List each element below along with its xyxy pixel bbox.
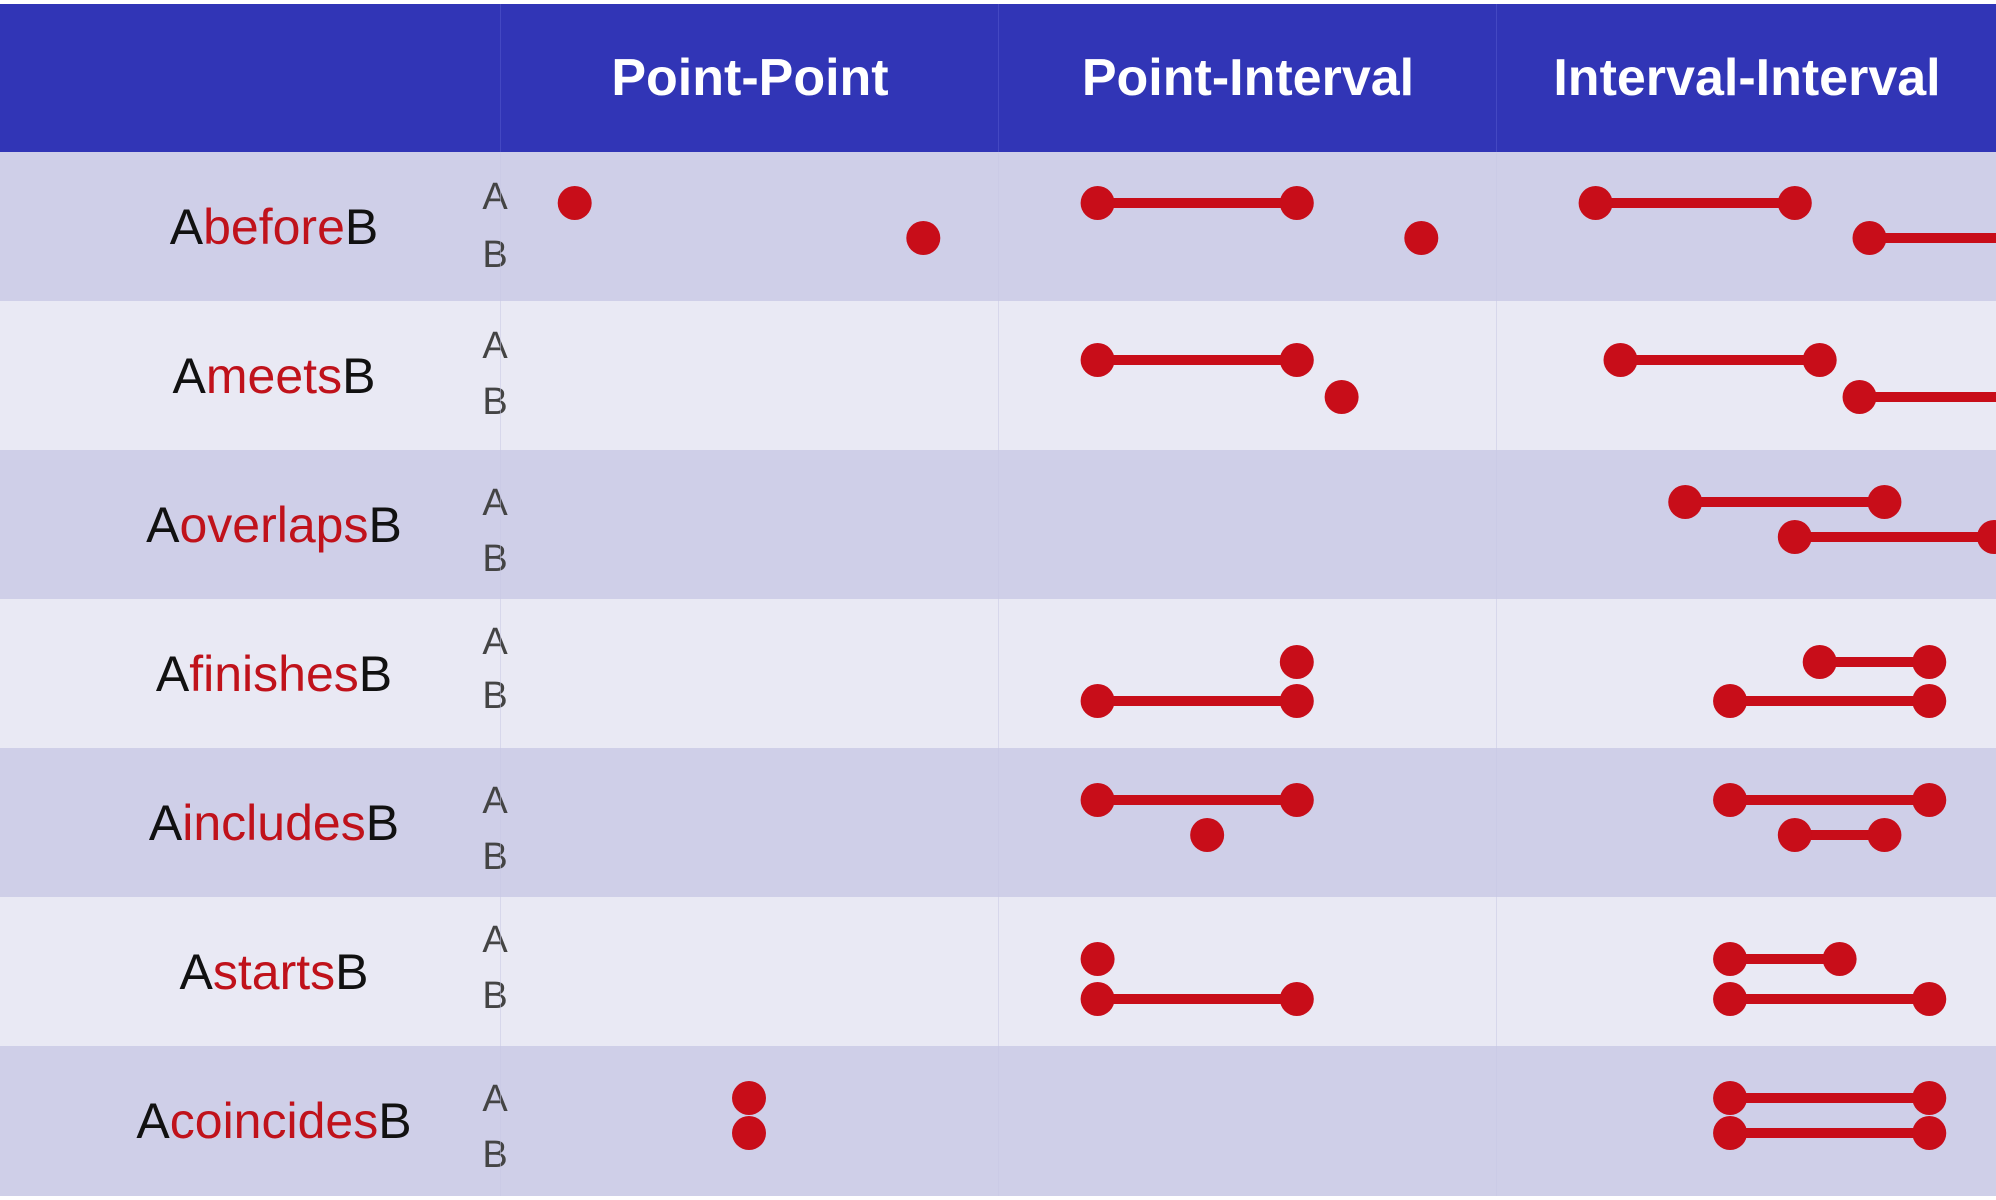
relation-a: A bbox=[169, 198, 204, 255]
header-point-point: Point-Point bbox=[500, 4, 999, 152]
interval-start-a-finishes-interval-interval bbox=[1802, 645, 1837, 679]
relation-b: B bbox=[368, 496, 402, 553]
interval-start-b-coincides-interval-interval bbox=[1713, 1116, 1748, 1150]
point-b-meets-point-interval bbox=[1324, 380, 1359, 414]
relation-label: A starts B bbox=[0, 897, 548, 1046]
point-a-coincides-point-point bbox=[732, 1081, 766, 1115]
interval-end-b-overlaps-interval-interval bbox=[1977, 520, 1996, 554]
interval-start-a-meets-interval-interval bbox=[1603, 343, 1638, 377]
interval-start-a-includes-point-interval bbox=[1080, 783, 1115, 817]
row-label-a: A bbox=[482, 176, 508, 218]
header-interval-interval: Interval-Interval bbox=[1496, 4, 1996, 152]
interval-end-b-finishes-point-interval bbox=[1279, 684, 1314, 718]
relation-a: A bbox=[172, 347, 206, 404]
row-label-b: B bbox=[482, 1134, 508, 1176]
point-b-includes-point-interval bbox=[1190, 818, 1225, 852]
row-label-a: A bbox=[482, 325, 508, 367]
interval-start-a-includes-interval-interval bbox=[1713, 783, 1748, 817]
interval-end-a-before-point-interval bbox=[1279, 186, 1314, 220]
table-header: Point-Point Point-Interval Interval-Inte… bbox=[0, 4, 1996, 152]
interval-start-b-finishes-interval-interval bbox=[1713, 684, 1748, 718]
interval-start-b-before-interval-interval bbox=[1852, 221, 1887, 255]
point-b-before-point-point bbox=[906, 221, 941, 255]
point-b-before-point-interval bbox=[1404, 221, 1439, 255]
relation-a: A bbox=[179, 943, 213, 1000]
relation-label: A coincides B bbox=[0, 1046, 548, 1195]
point-b-coincides-point-point bbox=[732, 1116, 766, 1150]
interval-start-a-meets-point-interval bbox=[1080, 343, 1115, 377]
interval-start-b-starts-point-interval bbox=[1080, 982, 1115, 1016]
relation-a: A bbox=[148, 794, 183, 851]
interval-end-a-finishes-interval-interval bbox=[1912, 645, 1947, 679]
interval-end-a-meets-interval-interval bbox=[1802, 343, 1837, 377]
relation-b: B bbox=[378, 1092, 412, 1149]
interval-start-a-before-point-interval bbox=[1080, 186, 1115, 220]
relation-a: A bbox=[136, 1092, 170, 1149]
row-label-b: B bbox=[482, 975, 508, 1017]
relation-a: A bbox=[155, 645, 190, 702]
interval-end-b-coincides-interval-interval bbox=[1912, 1116, 1947, 1150]
row-label-a: A bbox=[482, 1078, 508, 1120]
interval-end-a-includes-interval-interval bbox=[1912, 783, 1947, 817]
interval-start-b-finishes-point-interval bbox=[1080, 684, 1115, 718]
interval-end-a-starts-interval-interval bbox=[1822, 942, 1857, 976]
interval-end-a-meets-point-interval bbox=[1279, 343, 1314, 377]
row-label-b: B bbox=[482, 836, 508, 878]
relation-b: B bbox=[358, 645, 393, 702]
relation-label: A finishes B bbox=[0, 599, 548, 748]
relation-b: B bbox=[335, 943, 369, 1000]
point-a-finishes-point-interval bbox=[1279, 645, 1314, 679]
column-divider bbox=[998, 152, 999, 1196]
row-label-a: A bbox=[482, 919, 508, 961]
relation-label: A includes B bbox=[0, 748, 548, 897]
interval-end-b-finishes-interval-interval bbox=[1912, 684, 1947, 718]
relation-verb: starts bbox=[212, 943, 336, 1000]
interval-end-a-coincides-interval-interval bbox=[1912, 1081, 1947, 1115]
point-a-before-point-point bbox=[557, 186, 592, 220]
column-divider bbox=[500, 152, 501, 1196]
relation-b: B bbox=[365, 794, 400, 851]
interval-end-a-includes-point-interval bbox=[1279, 783, 1314, 817]
row-label-b: B bbox=[482, 381, 508, 423]
relation-label: A meets B bbox=[0, 301, 548, 450]
row-label-a: A bbox=[482, 621, 508, 663]
interval-start-b-includes-interval-interval bbox=[1777, 818, 1812, 852]
interval-end-a-before-interval-interval bbox=[1777, 186, 1812, 220]
relation-verb: before bbox=[203, 198, 345, 255]
interval-start-b-starts-interval-interval bbox=[1713, 982, 1748, 1016]
interval-end-a-overlaps-interval-interval bbox=[1867, 485, 1902, 519]
relation-label: A overlaps B bbox=[0, 450, 548, 599]
row-label-b: B bbox=[482, 675, 508, 717]
relation-label: A before B bbox=[0, 152, 548, 301]
row-label-b: B bbox=[482, 234, 508, 276]
row-label-a: A bbox=[482, 780, 508, 822]
interval-start-b-overlaps-interval-interval bbox=[1777, 520, 1812, 554]
row-label-b: B bbox=[482, 538, 508, 580]
interval-start-b-meets-interval-interval bbox=[1842, 380, 1877, 414]
relation-b: B bbox=[342, 347, 376, 404]
relation-a: A bbox=[146, 496, 180, 553]
interval-end-b-starts-interval-interval bbox=[1912, 982, 1947, 1016]
interval-start-a-before-interval-interval bbox=[1578, 186, 1613, 220]
relation-verb: meets bbox=[205, 347, 343, 404]
relation-b: B bbox=[344, 198, 379, 255]
interval-start-a-coincides-interval-interval bbox=[1713, 1081, 1748, 1115]
column-divider bbox=[1496, 152, 1497, 1196]
interval-start-a-overlaps-interval-interval bbox=[1668, 485, 1703, 519]
interval-end-b-includes-interval-interval bbox=[1867, 818, 1902, 852]
interval-start-a-starts-interval-interval bbox=[1713, 942, 1748, 976]
row-label-a: A bbox=[482, 482, 508, 524]
relation-verb: overlaps bbox=[179, 496, 369, 553]
relation-verb: includes bbox=[182, 794, 366, 851]
interval-end-b-starts-point-interval bbox=[1279, 982, 1314, 1016]
relation-verb: coincides bbox=[169, 1092, 379, 1149]
header-point-interval: Point-Interval bbox=[998, 4, 1497, 152]
relation-verb: finishes bbox=[189, 645, 359, 702]
point-a-starts-point-interval bbox=[1080, 942, 1115, 976]
